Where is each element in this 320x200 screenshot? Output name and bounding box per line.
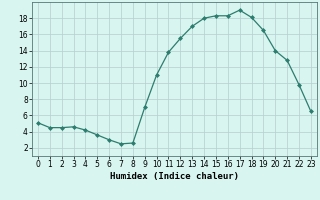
X-axis label: Humidex (Indice chaleur): Humidex (Indice chaleur) bbox=[110, 172, 239, 181]
